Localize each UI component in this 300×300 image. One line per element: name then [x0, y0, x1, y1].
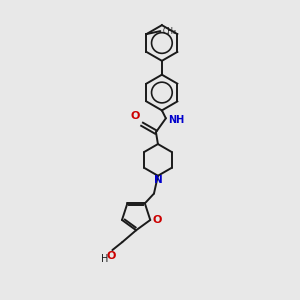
- Text: CH₃: CH₃: [162, 27, 176, 36]
- Text: O: O: [131, 111, 140, 121]
- Text: H: H: [101, 254, 108, 264]
- Text: N: N: [154, 175, 162, 185]
- Text: O: O: [107, 251, 116, 261]
- Text: NH: NH: [168, 115, 184, 125]
- Text: O: O: [152, 215, 162, 225]
